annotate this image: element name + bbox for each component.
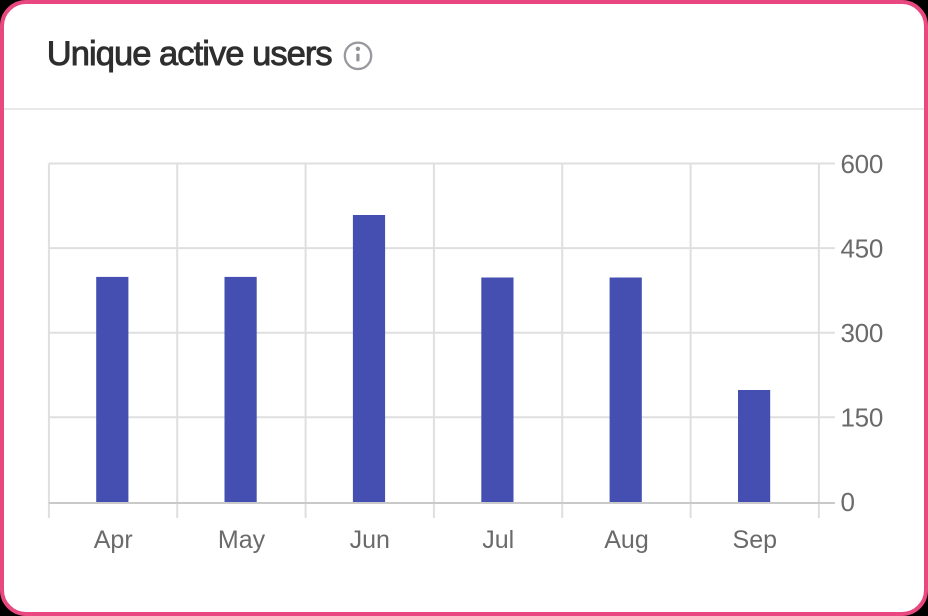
svg-text:May: May: [218, 526, 266, 554]
svg-text:Apr: Apr: [94, 526, 133, 554]
svg-text:Unique active users: Unique active users: [47, 35, 332, 73]
svg-text:Jul: Jul: [482, 526, 514, 554]
svg-text:600: 600: [841, 149, 883, 179]
svg-text:Aug: Aug: [604, 526, 648, 554]
svg-text:450: 450: [841, 233, 883, 263]
svg-text:Jun: Jun: [350, 526, 390, 554]
svg-text:300: 300: [841, 318, 883, 348]
svg-text:0: 0: [841, 487, 855, 517]
svg-text:150: 150: [841, 403, 883, 433]
svg-text:Sep: Sep: [733, 526, 777, 554]
